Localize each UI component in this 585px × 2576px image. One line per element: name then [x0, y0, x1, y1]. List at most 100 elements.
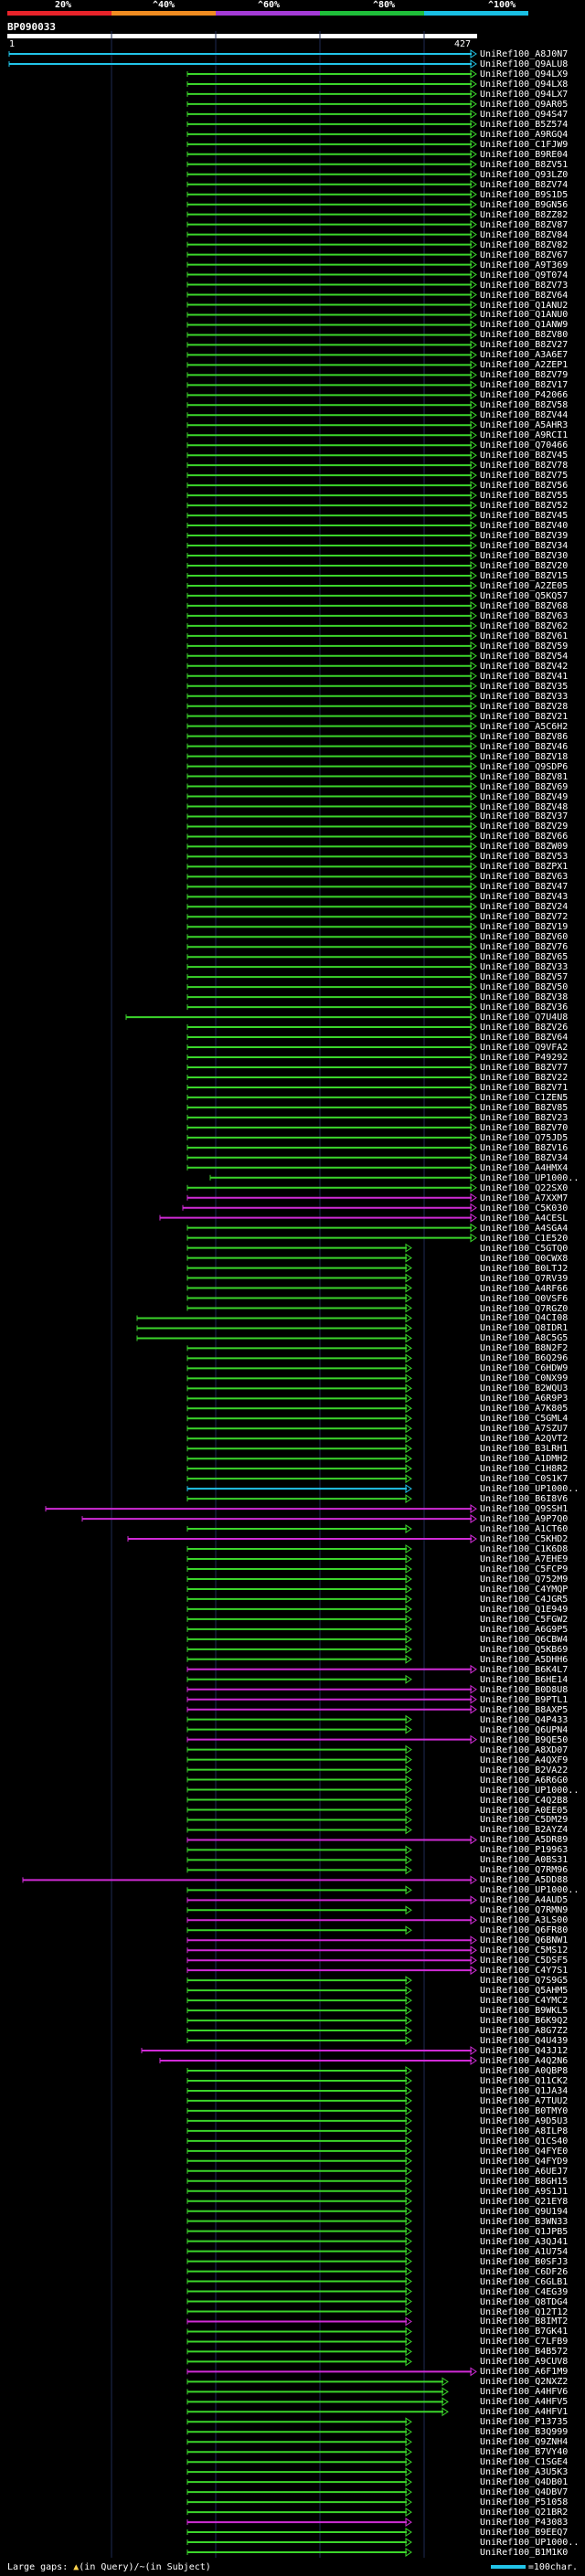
hit-bar[interactable]: [186, 1885, 412, 1895]
hit-label[interactable]: UniRef100_B8ZV76: [480, 942, 569, 953]
hit-label[interactable]: UniRef100_B8ZV45: [480, 451, 569, 461]
hit-bar[interactable]: [186, 280, 477, 290]
hit-label[interactable]: UniRef100_A3U5K3: [480, 2467, 569, 2478]
hit-bar[interactable]: [186, 952, 477, 962]
hit-label[interactable]: UniRef100_B8GH15: [480, 2176, 569, 2187]
hit-bar[interactable]: [186, 511, 477, 521]
hit-bar[interactable]: [186, 1966, 477, 1976]
hit-bar[interactable]: [186, 2196, 412, 2206]
hit-bar[interactable]: [186, 811, 477, 822]
hit-label[interactable]: UniRef100_A8G7Z2: [480, 2026, 569, 2037]
hit-bar[interactable]: [186, 1243, 412, 1253]
hit-bar[interactable]: [186, 2156, 412, 2166]
hit-bar[interactable]: [186, 741, 477, 751]
hit-bar[interactable]: [186, 2397, 449, 2407]
hit-bar[interactable]: [186, 852, 477, 862]
hit-bar[interactable]: [136, 1313, 412, 1323]
hit-bar[interactable]: [186, 531, 477, 540]
hit-bar[interactable]: [186, 2216, 412, 2226]
hit-bar[interactable]: [186, 159, 477, 169]
hit-bar[interactable]: [186, 1935, 477, 1945]
hit-bar[interactable]: [186, 1182, 477, 1193]
hit-bar[interactable]: [186, 1915, 477, 1925]
hit-label[interactable]: UniRef100_A4HMX4: [480, 1162, 569, 1173]
hit-bar[interactable]: [186, 80, 477, 89]
hit-bar[interactable]: [186, 390, 477, 400]
hit-label[interactable]: UniRef100_B8ZV39: [480, 531, 569, 542]
hit-label[interactable]: UniRef100_A9CUV8: [480, 2357, 569, 2368]
hit-label[interactable]: UniRef100_B8ZV63: [480, 610, 569, 621]
hit-label[interactable]: UniRef100_C5K030: [480, 1203, 569, 1214]
hit-bar[interactable]: [186, 791, 477, 801]
hit-label[interactable]: UniRef100_P13735: [480, 2417, 569, 2428]
hit-label[interactable]: UniRef100_A0EE05: [480, 1805, 569, 1816]
hit-label[interactable]: UniRef100_B8ZV60: [480, 932, 569, 943]
hit-bar[interactable]: [186, 731, 477, 741]
hit-label[interactable]: UniRef100_B9S1D5: [480, 189, 569, 200]
hit-label[interactable]: UniRef100_B8ZV86: [480, 731, 569, 742]
hit-label[interactable]: UniRef100_A3A6E7: [480, 350, 569, 361]
hit-bar[interactable]: [186, 461, 477, 471]
hit-bar[interactable]: [209, 1172, 477, 1182]
hit-label[interactable]: UniRef100_A4Q2N6: [480, 2056, 569, 2066]
hit-bar[interactable]: [186, 2186, 412, 2196]
hit-label[interactable]: UniRef100_B2VA22: [480, 1765, 569, 1776]
hit-bar[interactable]: [186, 801, 477, 811]
hit-bar[interactable]: [186, 229, 477, 239]
hit-label[interactable]: UniRef100_A1DMH2: [480, 1454, 569, 1465]
hit-bar[interactable]: [186, 781, 477, 791]
hit-label[interactable]: UniRef100_B9WKL5: [480, 2006, 569, 2017]
hit-bar[interactable]: [186, 2538, 412, 2547]
hit-label[interactable]: UniRef100_B8ZV71: [480, 1082, 569, 1093]
hit-label[interactable]: UniRef100_B8ZV74: [480, 179, 569, 190]
hit-label[interactable]: UniRef100_B8ZV44: [480, 410, 569, 421]
hit-bar[interactable]: [186, 89, 477, 99]
hit-bar[interactable]: [186, 501, 477, 511]
hit-label[interactable]: UniRef100_A9P7Q0: [480, 1514, 569, 1525]
hit-bar[interactable]: [186, 1092, 477, 1102]
hit-bar[interactable]: [186, 2387, 449, 2397]
hit-bar[interactable]: [186, 290, 477, 300]
hit-bar[interactable]: [186, 1373, 412, 1383]
hit-label[interactable]: UniRef100_B8ZV34: [480, 541, 569, 552]
hit-label[interactable]: UniRef100_Q9ZNH4: [480, 2437, 569, 2448]
hit-label[interactable]: UniRef100_B8ZV53: [480, 852, 569, 863]
hit-label[interactable]: UniRef100_A4QXF9: [480, 1754, 569, 1765]
hit-bar[interactable]: [186, 2286, 412, 2296]
hit-label[interactable]: UniRef100_B8ZV33: [480, 691, 569, 702]
hit-label[interactable]: UniRef100_A2ZE05: [480, 580, 569, 591]
hit-bar[interactable]: [81, 1514, 477, 1524]
hit-label[interactable]: UniRef100_C0S1K7: [480, 1474, 569, 1485]
hit-bar[interactable]: [186, 2256, 412, 2266]
hit-bar[interactable]: [186, 129, 477, 139]
hit-label[interactable]: UniRef100_B0SFJ3: [480, 2256, 569, 2267]
hit-bar[interactable]: [186, 2518, 412, 2528]
hit-label[interactable]: UniRef100_B8ZV67: [480, 249, 569, 260]
hit-label[interactable]: UniRef100_Q9U194: [480, 2206, 569, 2217]
hit-label[interactable]: UniRef100_B8ZV58: [480, 400, 569, 411]
hit-label[interactable]: UniRef100_A9S1J1: [480, 2186, 569, 2197]
hit-bar[interactable]: [186, 681, 477, 691]
hit-bar[interactable]: [186, 1193, 477, 1203]
hit-bar[interactable]: [186, 1383, 412, 1394]
hit-label[interactable]: UniRef100_B8AXP5: [480, 1704, 569, 1715]
hit-bar[interactable]: [141, 2046, 477, 2055]
hit-label[interactable]: UniRef100_B8ZV28: [480, 701, 569, 712]
hit-label[interactable]: UniRef100_A8ILP8: [480, 2125, 569, 2136]
hit-label[interactable]: UniRef100_B5Z574: [480, 119, 569, 130]
hit-bar[interactable]: [186, 169, 477, 179]
hit-label[interactable]: UniRef100_B8ZV47: [480, 882, 569, 893]
hit-bar[interactable]: [186, 2377, 449, 2387]
hit-bar[interactable]: [186, 912, 477, 922]
hit-label[interactable]: UniRef100_C4EG39: [480, 2286, 569, 2297]
hit-bar[interactable]: [186, 1033, 477, 1042]
hit-label[interactable]: UniRef100_C5DSF5: [480, 1956, 569, 1966]
hit-bar[interactable]: [186, 1674, 412, 1684]
hit-label[interactable]: UniRef100_Q6BNW1: [480, 1935, 569, 1946]
hit-label[interactable]: UniRef100_B8ZV27: [480, 340, 569, 351]
hit-bar[interactable]: [186, 2528, 412, 2537]
hit-label[interactable]: UniRef100_P49292: [480, 1053, 569, 1063]
hit-bar[interactable]: [186, 260, 477, 270]
hit-bar[interactable]: [186, 942, 477, 952]
hit-bar[interactable]: [186, 1694, 477, 1704]
